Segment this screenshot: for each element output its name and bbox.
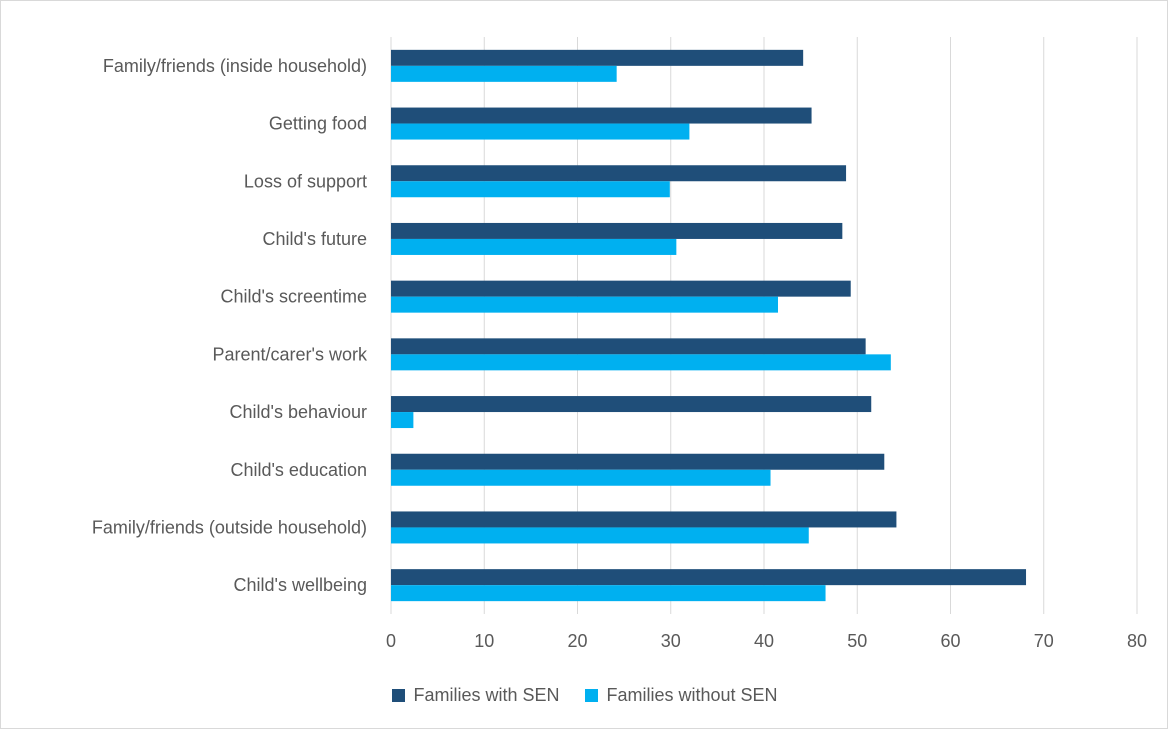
legend: Families with SEN Families without SEN — [1, 685, 1168, 706]
category-label: Child's future — [263, 229, 367, 249]
x-tick-label-20: 20 — [567, 631, 587, 651]
bar-with-sen — [391, 569, 1027, 586]
legend-label-with-sen: Families with SEN — [413, 685, 560, 705]
x-tick-label-80: 80 — [1127, 631, 1147, 651]
category-label: Child's behaviour — [229, 402, 367, 422]
bar-without-sen — [391, 354, 891, 371]
legend-label-without-sen: Families without SEN — [606, 685, 778, 705]
bar-without-sen — [391, 469, 771, 486]
category-label: Getting food — [269, 114, 367, 134]
x-tick-label-0: 0 — [386, 631, 396, 651]
category-label: Parent/carer's work — [213, 344, 368, 364]
bar-without-sen — [391, 527, 809, 544]
bar-without-sen — [391, 123, 690, 140]
x-tick-label-30: 30 — [661, 631, 681, 651]
bar-with-sen — [391, 338, 866, 355]
x-tick-label-70: 70 — [1034, 631, 1054, 651]
legend-swatch-without-sen — [585, 689, 599, 702]
bar-with-sen — [391, 511, 897, 528]
category-label: Child's screentime — [221, 287, 368, 307]
x-tick-label-40: 40 — [754, 631, 774, 651]
legend-item-without-sen: Families without SEN — [585, 685, 778, 706]
bar-without-sen — [391, 181, 670, 198]
bar-without-sen — [391, 65, 617, 82]
category-label: Family/friends (outside household) — [92, 517, 367, 537]
category-label: Family/friends (inside household) — [103, 56, 367, 76]
bar-without-sen — [391, 412, 414, 429]
bar-without-sen — [391, 296, 778, 313]
x-tick-label-10: 10 — [474, 631, 494, 651]
legend-swatch-with-sen — [392, 689, 406, 702]
bar-with-sen — [391, 49, 804, 66]
bar-with-sen — [391, 107, 812, 124]
category-label: Child's education — [230, 460, 367, 480]
legend-item-with-sen: Families with SEN — [392, 685, 559, 706]
bar-with-sen — [391, 222, 843, 239]
bar-without-sen — [391, 238, 677, 255]
category-label: Child's wellbeing — [233, 575, 367, 595]
bar-with-sen — [391, 165, 847, 182]
bar-with-sen — [391, 396, 872, 413]
bar-without-sen — [391, 585, 826, 602]
category-label: Loss of support — [244, 171, 367, 191]
x-tick-label-50: 50 — [847, 631, 867, 651]
bar-with-sen — [391, 453, 885, 470]
x-tick-label-60: 60 — [940, 631, 960, 651]
bar-with-sen — [391, 280, 851, 297]
